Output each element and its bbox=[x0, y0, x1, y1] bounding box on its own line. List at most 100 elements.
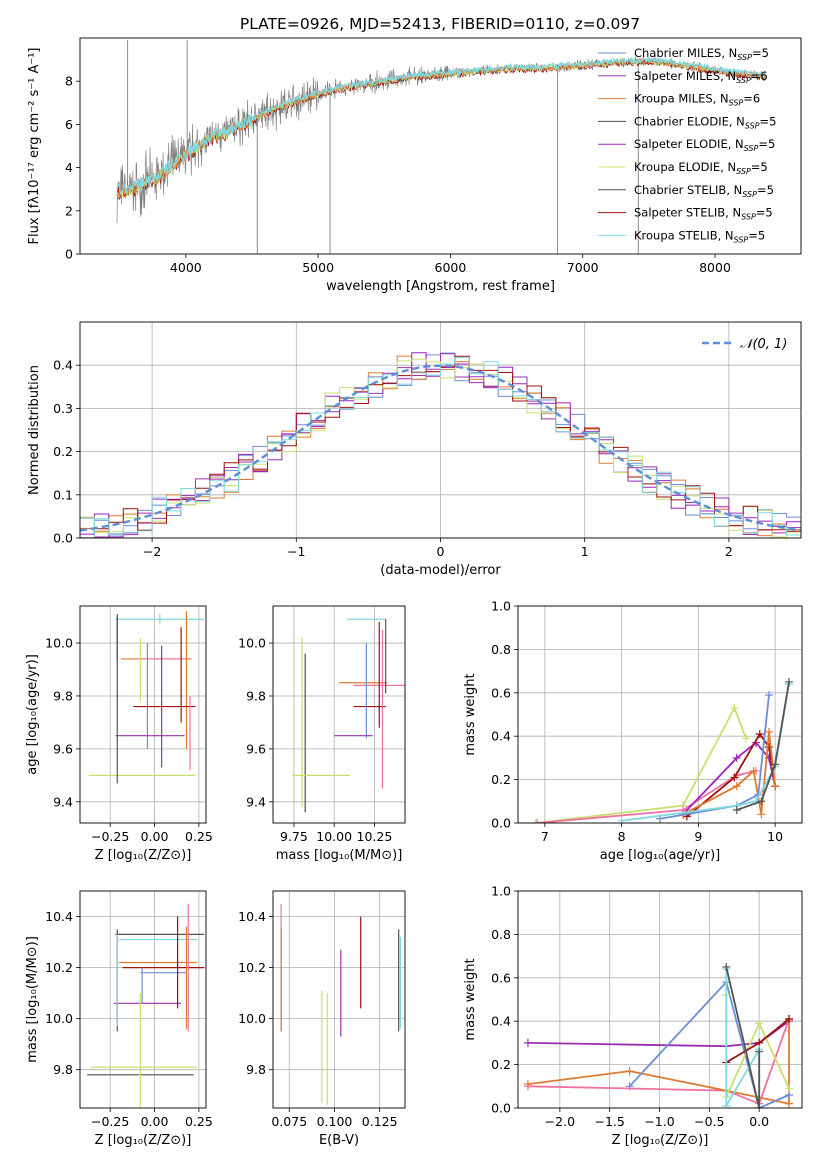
legend-sub: SSP bbox=[736, 76, 751, 85]
weight-marker bbox=[755, 1104, 764, 1108]
legend-entry: Kroupa MILES, NSSP=6 bbox=[634, 92, 760, 108]
x-tick-label: 0.125 bbox=[362, 1114, 398, 1129]
weight-line-pink bbox=[527, 1018, 790, 1105]
x-axis-label: Z [log₁₀(Z/Z⊙)] bbox=[612, 1133, 709, 1148]
y-tick-label: 8 bbox=[65, 74, 73, 89]
x-tick-label: 7000 bbox=[567, 260, 599, 275]
x-tick-label: −2 bbox=[143, 544, 161, 559]
x-tick-label: −1.5 bbox=[594, 1114, 624, 1129]
legend-label: Kroupa STELIB, N bbox=[634, 228, 734, 242]
y-tick-label: 0.4 bbox=[491, 1014, 511, 1029]
x-tick-label: 0.00 bbox=[141, 1114, 169, 1129]
x-tick-label: 10 bbox=[767, 829, 783, 844]
x-tick-label: 8000 bbox=[699, 260, 731, 275]
y-axis-label: Flux [fλ10⁻¹⁷ erg cm⁻² s⁻¹ A⁻¹] bbox=[27, 48, 42, 245]
x-tick-label: −0.25 bbox=[91, 829, 129, 844]
y-tick-label: 6 bbox=[65, 117, 73, 132]
x-tick-label: 10.25 bbox=[357, 829, 393, 844]
x-axis-label: mass [log₁₀(M/M⊙)] bbox=[276, 848, 403, 863]
panel-mass_vs_Z: −0.25 0.00 0.25 9.8 10.0 10.2 10.4 Z [log₁₀(Z/Z… bbox=[25, 890, 213, 1148]
y-tick-label: 9.8 bbox=[246, 688, 266, 703]
plot-body bbox=[523, 962, 794, 1108]
y-tick-label: 4 bbox=[65, 160, 73, 175]
y-tick-label: 10.0 bbox=[45, 1011, 73, 1026]
x-axis-label: Z [log₁₀(Z/Z⊙)] bbox=[95, 1133, 192, 1148]
y-axis-label: mass [log₁₀(M/M⊙)] bbox=[25, 936, 40, 1063]
plot-body bbox=[280, 903, 402, 1106]
x-tick-label: −1 bbox=[287, 544, 305, 559]
weight-marker bbox=[625, 1082, 634, 1091]
x-axis-label: wavelength [Angstrom, rest frame] bbox=[326, 279, 555, 294]
weight-marker bbox=[785, 1099, 794, 1108]
legend-suffix: =5 bbox=[751, 160, 768, 174]
x-tick-label: 6000 bbox=[435, 260, 467, 275]
x-axis-label: age [log₁₀(age/yr)] bbox=[600, 848, 721, 863]
weight-line-chab_miles bbox=[628, 980, 790, 1108]
legend-entry: Salpeter MILES, NSSP=6 bbox=[634, 69, 768, 85]
y-tick-label: 0.2 bbox=[491, 1057, 511, 1072]
plot-body bbox=[88, 611, 205, 784]
weight-marker bbox=[749, 766, 758, 775]
y-tick-label: 9.8 bbox=[53, 688, 73, 703]
weight-marker bbox=[730, 703, 739, 712]
weight-marker bbox=[732, 753, 741, 762]
legend-entry: Chabrier ELODIE, NSSP=5 bbox=[634, 114, 776, 130]
legend-sub: SSP bbox=[734, 235, 749, 244]
weight-marker bbox=[531, 819, 540, 823]
panel-spectrum: 4000 5000 6000 7000 8000 0 2 4 6 8 wavelength [Ang… bbox=[27, 37, 802, 294]
residual-histogram-salp_stelib bbox=[80, 355, 801, 538]
y-tick-label: 9.6 bbox=[246, 741, 266, 756]
x-tick-label: −2.0 bbox=[545, 1114, 575, 1129]
plots: 4000 5000 6000 7000 8000 0 2 4 6 8 wavelength [Ang… bbox=[25, 37, 803, 1148]
legend-suffix: =5 bbox=[752, 46, 769, 60]
axes-frame bbox=[79, 605, 207, 824]
y-tick-label: 10.0 bbox=[238, 1011, 266, 1026]
x-tick-label: 0.25 bbox=[185, 1114, 213, 1129]
legend-suffix: =6 bbox=[751, 69, 768, 83]
weight-marker bbox=[764, 690, 773, 699]
weight-marker bbox=[730, 773, 739, 782]
x-tick-label: −1.0 bbox=[644, 1114, 674, 1129]
x-tick-label: −0.5 bbox=[694, 1114, 724, 1129]
y-tick-label: 9.6 bbox=[53, 741, 73, 756]
y-tick-label: 10.4 bbox=[45, 909, 73, 924]
plot-body bbox=[87, 903, 205, 1108]
plot-body bbox=[292, 618, 405, 813]
x-tick-label: 0 bbox=[437, 544, 445, 559]
weight-marker bbox=[755, 1047, 764, 1056]
y-tick-label: 0.0 bbox=[491, 816, 511, 831]
weight-marker bbox=[755, 730, 764, 739]
legend-entry: Kroupa STELIB, NSSP=5 bbox=[634, 228, 765, 244]
weight-marker bbox=[533, 819, 542, 823]
panel-weight_vs_age: 7 8 9 10 0.0 0.2 0.4 0.6 0.8 1.0 age [log₁₀(age/yr… bbox=[463, 599, 803, 863]
x-tick-label: 9 bbox=[694, 829, 702, 844]
weight-marker bbox=[764, 727, 773, 736]
y-tick-label: 0.0 bbox=[491, 1101, 511, 1116]
y-tick-label: 2 bbox=[65, 203, 73, 218]
x-axis-label: Z [log₁₀(Z/Z⊙)] bbox=[95, 848, 192, 863]
x-tick-label: 0.0 bbox=[749, 1114, 769, 1129]
y-tick-label: 9.4 bbox=[53, 794, 73, 809]
legend-entry: Kroupa ELODIE, NSSP=5 bbox=[634, 160, 768, 176]
legend-sub: SSP bbox=[742, 190, 757, 199]
legend-label: Chabrier MILES, N bbox=[634, 46, 737, 60]
x-tick-label: 9.75 bbox=[280, 829, 308, 844]
weight-marker bbox=[785, 1015, 794, 1024]
weight-line-krou_elodie bbox=[535, 705, 747, 823]
weight-marker bbox=[771, 782, 780, 791]
weight-marker bbox=[785, 1084, 794, 1093]
legend-label: Kroupa ELODIE, N bbox=[634, 160, 736, 174]
y-tick-label: 1.0 bbox=[491, 884, 511, 899]
x-tick-label: 7 bbox=[541, 829, 549, 844]
legend-entry: Salpeter STELIB, NSSP=5 bbox=[634, 206, 773, 222]
weight-marker bbox=[757, 810, 766, 819]
legend-suffix: =5 bbox=[757, 183, 774, 197]
figure-title: PLATE=0926, MJD=52413, FIBERID=0110, z=0… bbox=[240, 15, 640, 33]
legend-entry: Chabrier STELIB, NSSP=5 bbox=[634, 183, 774, 199]
y-tick-label: 0.8 bbox=[491, 642, 511, 657]
x-tick-label: 0.100 bbox=[317, 1114, 353, 1129]
legend-sub: SSP bbox=[729, 99, 744, 108]
weight-marker bbox=[523, 1038, 532, 1047]
